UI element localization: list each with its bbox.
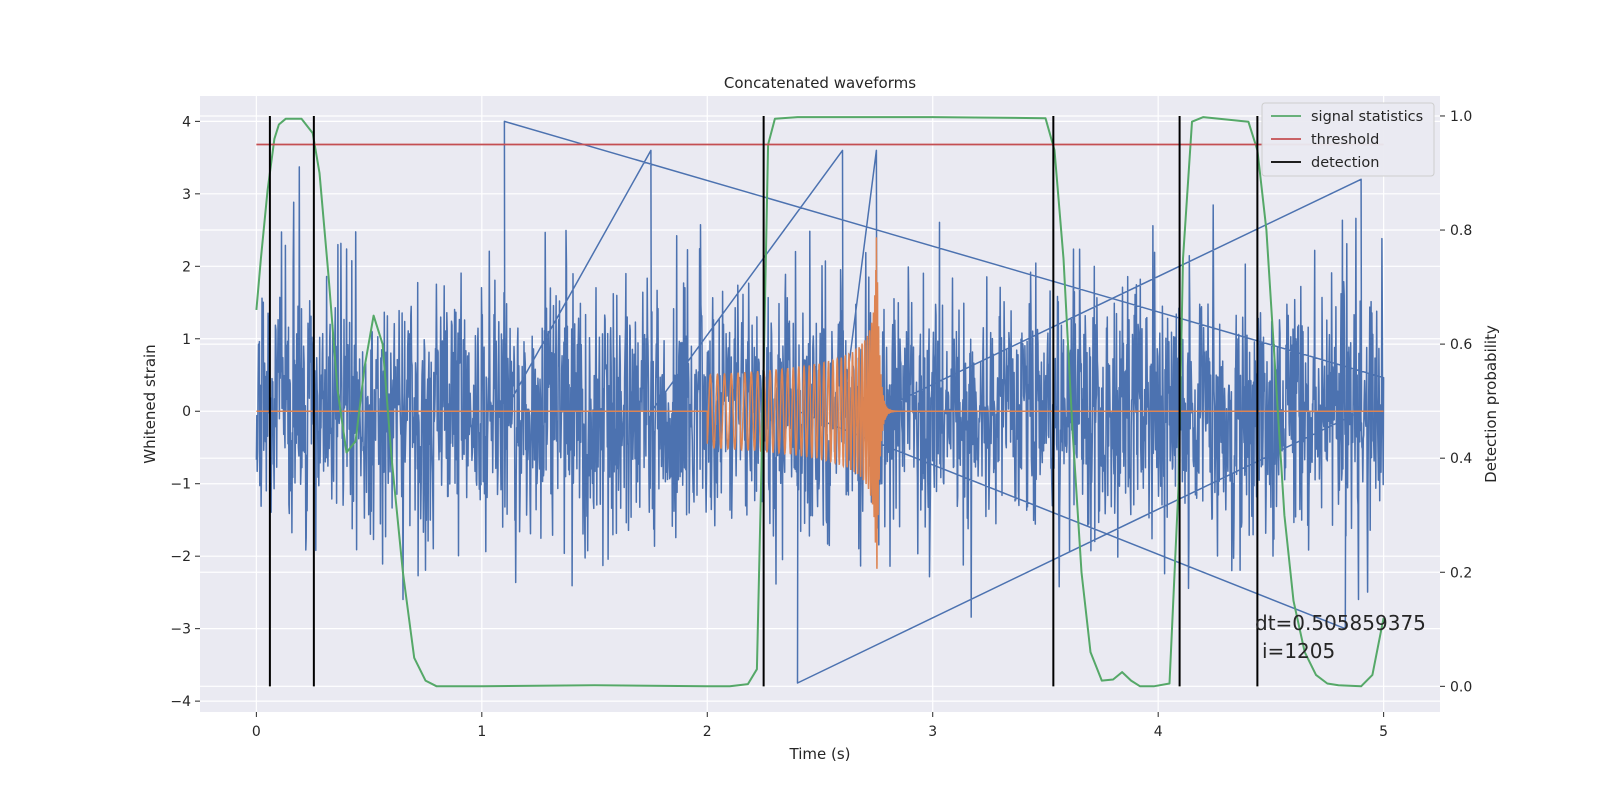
strain-line — [255, 120, 1385, 684]
x-tick-label-3: 3 — [928, 724, 937, 740]
y2-tick-label-1: 0.2 — [1450, 565, 1472, 581]
y-tick-label-7: 3 — [182, 187, 191, 203]
chart-title: Concatenated waveforms — [724, 74, 916, 92]
y-tick-label-4: 0 — [182, 404, 191, 420]
annotation-dt: dt=0.505859375 — [1255, 611, 1426, 635]
y2-axis-label: Detection probability — [1482, 325, 1500, 483]
y-tick-label-2: −2 — [170, 549, 191, 565]
legend-label-signal-statistics: signal statistics — [1311, 109, 1423, 125]
y-tick-label-8: 4 — [182, 114, 191, 130]
axes: 0 1 2 3 4 5 −4 −3 −2 −1 0 1 2 3 4 0.0 0.2 0.4 0.6 0.8 1.0 — [170, 109, 1472, 740]
y-tick-label-3: −1 — [170, 477, 191, 493]
y2-tick-label-2: 0.4 — [1450, 451, 1472, 467]
x-tick-label-5: 5 — [1379, 724, 1388, 740]
y2-tick-label-5: 1.0 — [1450, 109, 1472, 125]
y2-tick-label-3: 0.6 — [1450, 337, 1472, 353]
x-tick-label-1: 1 — [477, 724, 486, 740]
y2-tick-label-0: 0.0 — [1450, 679, 1472, 695]
injected-signal-line — [256, 237, 1384, 569]
x-tick-label-2: 2 — [703, 724, 712, 740]
y-axis-label: Whitened strain — [141, 344, 159, 463]
y-tick-label-6: 2 — [182, 259, 191, 275]
annotation-i: i=1205 — [1262, 639, 1335, 663]
legend-label-detection: detection — [1311, 155, 1379, 171]
plot-marks — [255, 115, 1385, 688]
y-tick-label-5: 1 — [182, 332, 191, 348]
y2-tick-label-4: 0.8 — [1450, 223, 1472, 239]
legend-label-threshold: threshold — [1311, 132, 1379, 148]
y-tick-label-0: −4 — [170, 694, 191, 710]
x-axis-label: Time (s) — [789, 745, 851, 763]
signal-statistics-line — [255, 116, 1385, 688]
x-tick-label-0: 0 — [252, 724, 261, 740]
x-tick-label-4: 4 — [1154, 724, 1163, 740]
legend-box — [1261, 102, 1435, 177]
y-tick-label-1: −3 — [170, 622, 191, 638]
legend: signal statistics threshold detection — [1261, 102, 1435, 177]
